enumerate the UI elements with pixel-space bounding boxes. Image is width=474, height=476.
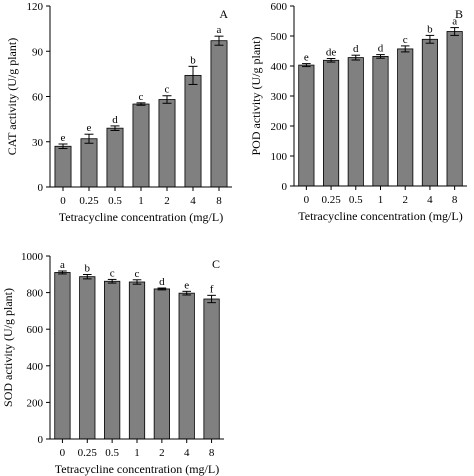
x-tick-label: 8 <box>216 195 222 207</box>
y-tick-label: 100 <box>271 151 288 163</box>
x-axis-title: Tetracycline concentration (mg/L) <box>55 462 219 476</box>
y-axis-title: POD activity (U/g plant) <box>249 37 263 156</box>
x-tick-label: 8 <box>209 447 215 459</box>
x-tick-label: 2 <box>164 195 170 207</box>
x-tick-label: 0.5 <box>349 194 363 206</box>
y-tick-label: 800 <box>27 288 44 300</box>
x-tick-label: 1 <box>378 194 384 206</box>
x-tick-label: 0.25 <box>321 194 341 206</box>
y-tick-label: 0 <box>282 181 288 193</box>
bar <box>54 272 71 440</box>
y-tick-label: 200 <box>271 121 288 133</box>
significance-letter: a <box>60 259 65 271</box>
x-axis-title: Tetracycline concentration (mg/L) <box>59 210 223 224</box>
significance-letter: d <box>112 114 118 126</box>
y-tick-label: 30 <box>32 137 44 149</box>
y-tick-label: 0 <box>38 182 44 194</box>
bar <box>372 56 389 187</box>
x-tick-label: 0.5 <box>105 447 119 459</box>
significance-letter: c <box>403 34 408 46</box>
y-tick-label: 1000 <box>21 251 44 263</box>
significance-letter: a <box>452 16 457 28</box>
significance-letter: c <box>110 267 115 279</box>
y-tick-label: 400 <box>27 361 44 373</box>
x-tick-label: 8 <box>452 194 458 206</box>
panel-label: C <box>212 257 220 271</box>
x-axis-title: Tetracycline concentration (mg/L) <box>298 209 462 223</box>
bar <box>446 31 463 187</box>
y-tick-label: 300 <box>271 91 288 103</box>
x-tick-label: 2 <box>402 194 408 206</box>
significance-letter: c <box>139 91 144 103</box>
bar <box>153 288 170 440</box>
y-tick-label: 500 <box>271 31 288 43</box>
y-axis-title: CAT activity (U/g plant) <box>5 38 19 155</box>
bar <box>79 276 96 440</box>
x-tick-label: 4 <box>427 194 433 206</box>
x-tick-label: 0.5 <box>108 195 122 207</box>
bar <box>104 280 121 440</box>
x-tick-label: 4 <box>184 447 190 459</box>
y-axis-title: SOD activity (U/g plant) <box>1 288 15 407</box>
y-tick-label: 60 <box>32 92 44 104</box>
x-tick-label: 0 <box>60 195 66 207</box>
bar <box>54 145 72 188</box>
significance-letter: d <box>159 276 165 288</box>
bar <box>80 138 98 188</box>
bar <box>397 48 414 187</box>
y-tick-label: 90 <box>32 46 44 58</box>
chart-panel-a: e 0 e 0.25 d 0.5 c 1 c 2 b 4 a 8 0 30 60 90 120 A Tetracycli… <box>5 1 232 224</box>
x-tick-label: 1 <box>134 447 140 459</box>
bar <box>184 74 202 188</box>
y-tick-label: 200 <box>27 397 44 409</box>
bar <box>210 40 228 188</box>
x-tick-label: 4 <box>190 195 196 207</box>
significance-letter: d <box>353 43 359 55</box>
bar <box>421 38 438 187</box>
bar <box>132 103 150 188</box>
bar <box>106 127 124 188</box>
bar <box>178 292 195 440</box>
significance-letter: de <box>326 47 337 59</box>
significance-letter: a <box>217 24 222 36</box>
bar <box>298 64 315 187</box>
y-tick-label: 120 <box>27 1 44 13</box>
significance-letter: b <box>190 54 196 66</box>
significance-letter: d <box>378 43 384 55</box>
y-tick-label: 600 <box>27 324 44 336</box>
bar <box>128 281 146 440</box>
significance-letter: b <box>427 23 433 35</box>
x-tick-label: 0 <box>304 194 310 206</box>
x-tick-label: 0.25 <box>79 195 99 207</box>
chart-panel-c: a 0 b 0.25 c 0.5 c 1 d 2 e 4 f 8 0 200 400 600 800 1000 C Tet… <box>1 251 224 476</box>
bar <box>347 57 364 187</box>
significance-letter: f <box>210 283 214 295</box>
significance-letter: c <box>135 268 140 280</box>
bar <box>323 59 340 187</box>
x-tick-label: 0 <box>60 447 66 459</box>
x-tick-label: 0.25 <box>78 447 98 459</box>
significance-letter: c <box>165 84 170 96</box>
significance-letter: e <box>87 122 92 134</box>
chart-panel-b: e 0 de 0.25 d 0.5 d 1 c 2 b 4 a 8 0 100 200 300 400 500 600 B… <box>249 1 467 223</box>
significance-letter: b <box>85 262 91 274</box>
panel-label: B <box>455 7 463 21</box>
significance-letter: e <box>61 132 66 144</box>
y-tick-label: 400 <box>271 61 288 73</box>
y-tick-label: 600 <box>271 1 288 13</box>
significance-letter: e <box>184 279 189 291</box>
x-tick-label: 1 <box>138 195 144 207</box>
y-tick-label: 0 <box>38 434 44 446</box>
significance-letter: e <box>304 52 309 64</box>
x-tick-label: 2 <box>159 447 165 459</box>
panel-label: A <box>219 7 228 21</box>
bar <box>158 99 176 188</box>
bar <box>203 298 220 440</box>
